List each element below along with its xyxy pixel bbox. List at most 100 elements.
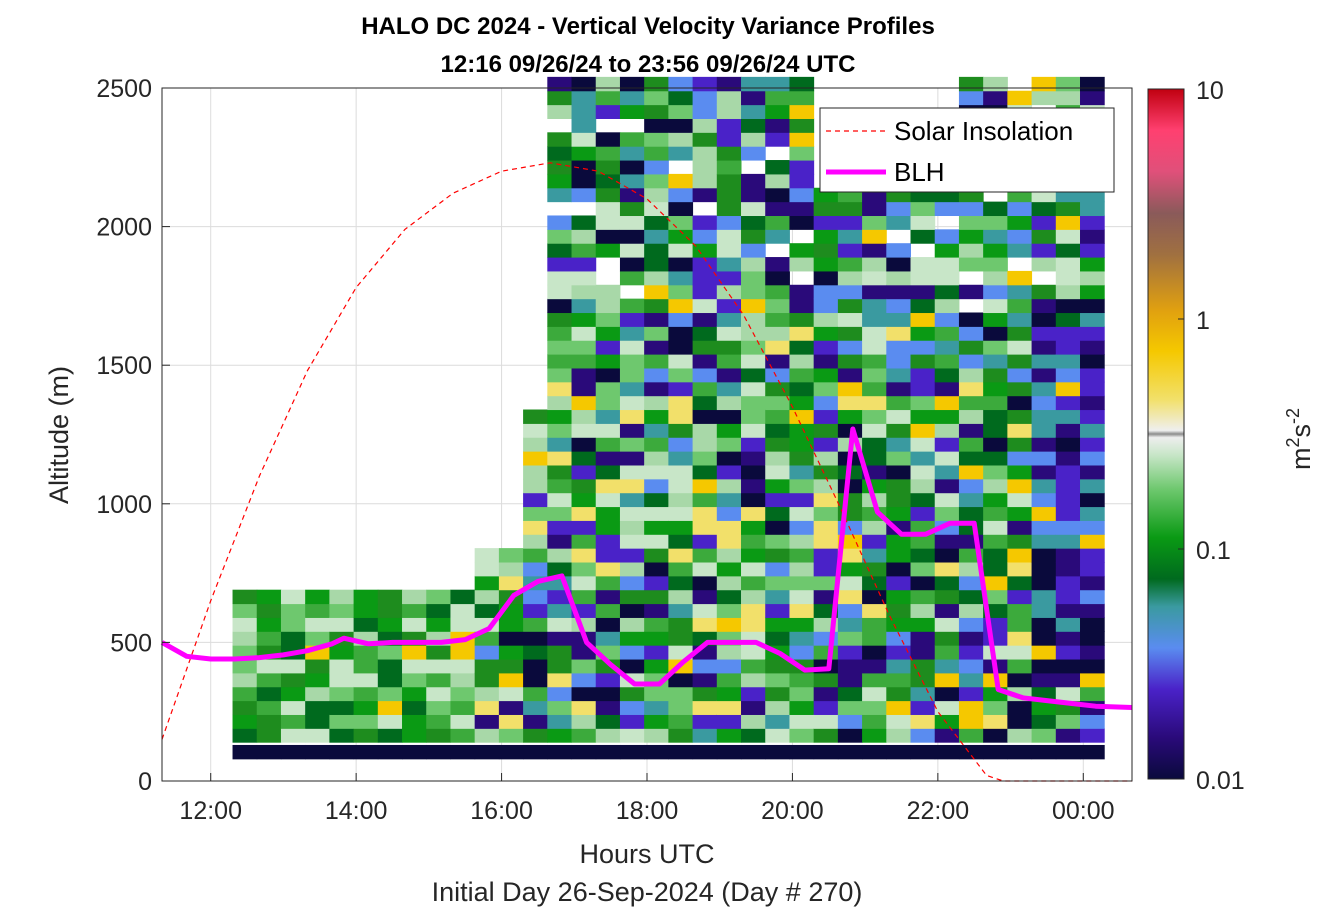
heatmap-cell: [1055, 492, 1081, 508]
heatmap-cell: [377, 658, 403, 674]
colorbar-ticks: 0.01 0.1 1 10: [1178, 77, 1245, 795]
heatmap-cell: [571, 575, 597, 591]
heatmap-cell: [692, 326, 718, 341]
heatmap-cell: [741, 464, 766, 480]
heatmap-cell: [644, 423, 669, 438]
heatmap-cell: [789, 423, 815, 438]
heatmap-cell: [910, 395, 936, 411]
heatmap-cell: [571, 589, 597, 605]
heatmap-cell: [619, 423, 645, 438]
heatmap-cell: [765, 714, 790, 729]
heatmap-cell: [1007, 312, 1033, 327]
heatmap-cell: [1080, 603, 1105, 618]
heatmap-cell: [619, 603, 645, 618]
heatmap-cell: [716, 409, 742, 424]
heatmap-cell: [934, 354, 960, 369]
heatmap-cell: [1055, 631, 1081, 646]
heatmap-cell: [619, 132, 645, 147]
heatmap-cell: [716, 367, 742, 383]
heatmap-cell: [1031, 76, 1057, 92]
heatmap-cell: [862, 437, 887, 452]
heatmap-cell: [862, 548, 887, 563]
heatmap-cell: [498, 548, 524, 563]
heatmap-cell: [862, 201, 887, 217]
heatmap-cell: [934, 714, 960, 729]
heatmap-cell: [595, 603, 621, 618]
heatmap-cell: [910, 326, 936, 341]
heatmap-cell: [862, 312, 887, 327]
heatmap-cell: [280, 603, 306, 618]
heatmap-cell: [1031, 714, 1057, 729]
heatmap-cell: [305, 714, 330, 729]
heatmap-cell: [692, 215, 718, 230]
heatmap-cell: [692, 284, 718, 300]
heatmap-cell: [837, 672, 863, 688]
heatmap-cell: [716, 76, 742, 92]
heatmap-cell: [1031, 520, 1057, 535]
heatmap-cell: [280, 714, 306, 729]
heatmap-cell: [862, 645, 887, 660]
heatmap-cell: [789, 534, 815, 549]
heatmap-cell: [886, 700, 912, 715]
heatmap-cell: [692, 658, 718, 674]
heatmap-cell: [523, 686, 548, 702]
heatmap-cell: [741, 132, 766, 147]
heatmap-cell: [571, 173, 597, 189]
heatmap-cell: [983, 744, 1008, 760]
heatmap-cell: [910, 340, 936, 355]
heatmap-cell: [668, 201, 694, 217]
heatmap-cell: [716, 381, 742, 397]
heatmap-cell: [862, 451, 887, 466]
heatmap-cell: [789, 548, 815, 563]
heatmap-cell: [402, 700, 427, 715]
heatmap-cell: [886, 312, 912, 327]
heatmap-cell: [765, 215, 790, 230]
heatmap-cell: [595, 464, 621, 480]
heatmap-cell: [644, 714, 669, 729]
heatmap-cell: [232, 589, 258, 605]
heatmap-cell: [716, 728, 742, 743]
heatmap-cell: [619, 700, 645, 715]
heatmap-cell: [474, 714, 500, 729]
heatmap-cell: [692, 437, 718, 452]
heatmap-cell: [716, 160, 742, 175]
heatmap-cell: [426, 714, 451, 729]
heatmap-cell: [644, 478, 669, 494]
heatmap-cell: [983, 395, 1008, 411]
heatmap-cell: [619, 464, 645, 480]
legend-box: [819, 107, 1115, 193]
heatmap-cell: [644, 243, 669, 258]
heatmap-cell: [862, 631, 887, 646]
heatmap-cell: [716, 423, 742, 438]
heatmap-cell: [692, 229, 718, 244]
heatmap-cell: [716, 437, 742, 452]
heatmap-cell: [958, 284, 984, 300]
heatmap-cell: [523, 437, 548, 452]
heatmap-cell: [644, 173, 669, 189]
heatmap-cell: [547, 437, 573, 452]
heatmap-cell: [1007, 395, 1033, 411]
heatmap-cell: [668, 631, 694, 646]
heatmap-cell: [571, 187, 597, 203]
heatmap-cell: [692, 354, 718, 369]
heatmap-cell: [716, 173, 742, 189]
heatmap-cell: [644, 340, 669, 355]
heatmap-cell: [377, 589, 403, 605]
heatmap-cell: [934, 700, 960, 715]
heatmap-cell: [886, 409, 912, 424]
heatmap-cell: [668, 284, 694, 300]
heatmap-cell: [547, 617, 573, 632]
heatmap-cell: [1031, 744, 1057, 760]
heatmap-cell: [813, 409, 839, 424]
heatmap-cell: [765, 700, 790, 715]
heatmap-cell: [571, 215, 597, 230]
heatmap-cell: [474, 645, 500, 660]
heatmap-cell: [644, 548, 669, 563]
heatmap-cell: [619, 160, 645, 175]
heatmap-cell: [934, 395, 960, 411]
heatmap-cell: [1080, 506, 1105, 521]
heatmap-cell: [910, 257, 936, 272]
heatmap-cell: [813, 229, 839, 244]
heatmap-cell: [934, 340, 960, 355]
heatmap-cell: [1080, 645, 1105, 660]
